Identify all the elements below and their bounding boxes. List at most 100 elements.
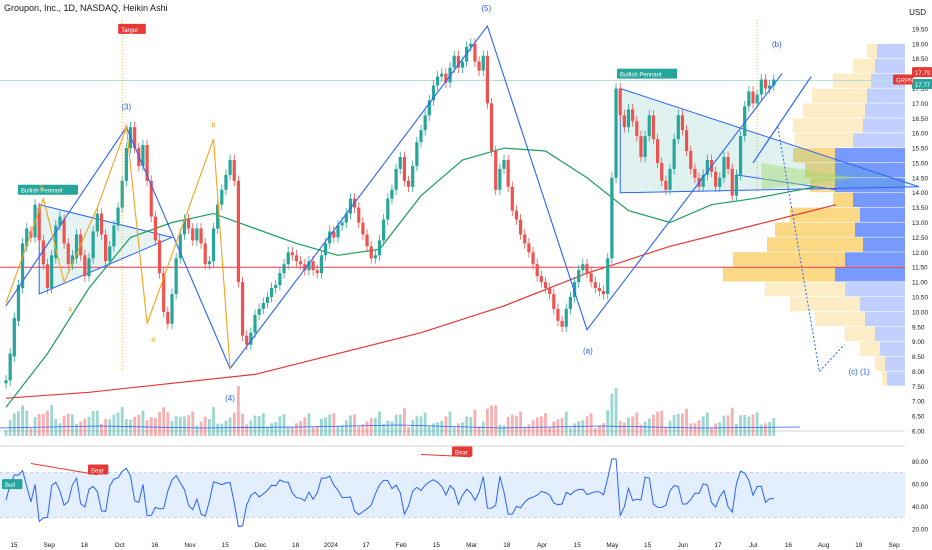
volume-bar <box>307 413 311 436</box>
volume-bar <box>747 416 751 436</box>
volume-bar <box>328 414 332 436</box>
time-tick: Apr <box>537 542 548 549</box>
volume-bar <box>282 414 286 436</box>
vp-value-area-down <box>855 222 905 237</box>
volume-bar <box>178 416 182 436</box>
volume-bar <box>224 420 228 436</box>
volume-bar <box>564 411 568 436</box>
price-tick: 18.50 <box>912 56 928 63</box>
volume-bar <box>668 420 672 436</box>
volume-bar <box>407 427 410 436</box>
candle-body <box>8 353 12 381</box>
volume-bar <box>299 421 303 436</box>
vp-row-down <box>880 341 905 356</box>
candle-body <box>377 240 382 256</box>
candle-body <box>618 88 622 116</box>
volume-bar <box>593 428 597 436</box>
volume-bar <box>527 424 531 436</box>
candle-body <box>539 276 543 283</box>
candle-body <box>726 157 730 169</box>
volume-bar <box>62 415 66 436</box>
volume-bar <box>726 415 730 436</box>
time-tick: 15 <box>222 542 230 549</box>
candle-body <box>747 91 751 107</box>
wave-label-b: (b) <box>772 40 782 49</box>
vp-value-area-up <box>733 252 845 267</box>
volume-bar <box>631 416 635 436</box>
candle-body <box>124 148 128 181</box>
elliott-waves <box>5 20 845 372</box>
candle-body <box>523 234 527 244</box>
time-tick: 15 <box>10 542 18 549</box>
candle-body <box>556 308 560 321</box>
rsi-bull-label: Bull <box>5 483 15 489</box>
vp-row-up <box>882 371 887 386</box>
volume-bar <box>183 416 186 436</box>
vp-value-area-up <box>775 222 855 237</box>
prev-price-label: 17.77 <box>915 83 931 89</box>
candle-body <box>543 282 548 289</box>
volume-bar <box>112 414 116 436</box>
rsi-tick: 80.00 <box>912 459 928 466</box>
wave-projection-up <box>819 344 845 372</box>
volume-bar <box>332 413 336 436</box>
candle-body <box>41 240 45 265</box>
volume-bar <box>598 426 601 436</box>
price-tick: 15.50 <box>912 146 928 153</box>
candle-body <box>336 225 340 238</box>
volume-bar <box>552 421 556 436</box>
price-levels <box>0 79 905 447</box>
candle-body <box>411 165 415 187</box>
candle-body <box>153 216 157 241</box>
candle-body <box>581 264 585 271</box>
candle-body <box>170 294 174 324</box>
candle-body <box>394 168 398 190</box>
candle-body <box>265 296 270 303</box>
volume-bar <box>710 427 713 436</box>
candle-body <box>257 308 261 315</box>
volume-bar <box>286 427 290 436</box>
time-tick: 15 <box>574 542 582 549</box>
candle-body <box>402 157 406 181</box>
volume-bar <box>71 414 74 436</box>
candle-body <box>187 219 191 229</box>
candle-body <box>323 243 328 256</box>
price-tick: 19.50 <box>912 26 928 33</box>
wave-label-c1: (c) (1) <box>848 367 870 376</box>
wave-label-a: (a) <box>583 347 593 356</box>
candle-body <box>718 177 722 187</box>
volume-bar <box>257 416 261 436</box>
candle-body <box>16 285 21 321</box>
price-tick: 14.50 <box>912 175 928 182</box>
volume-bar <box>46 410 49 436</box>
candle-body <box>344 213 348 223</box>
volume-bar <box>17 411 20 436</box>
volume-bar <box>141 410 145 436</box>
volume-bar <box>116 412 120 436</box>
vp-row-down <box>865 103 905 118</box>
vp-value-area-up <box>790 207 860 222</box>
candle-body <box>585 264 589 274</box>
volume-bar <box>253 415 257 436</box>
candle-body <box>182 219 187 235</box>
wave-label-3: (3) <box>121 102 131 111</box>
volume-bar <box>295 423 298 436</box>
candle-body <box>589 273 593 283</box>
volume-bar <box>432 423 435 436</box>
volume-bar <box>58 423 62 436</box>
volume-bar <box>456 423 460 436</box>
volume-bar <box>469 417 473 436</box>
candle-body <box>50 255 54 289</box>
volume-bar <box>535 417 539 436</box>
volume-bar <box>137 414 141 436</box>
candle-body <box>714 171 718 187</box>
time-tick: 18 <box>81 542 89 549</box>
candle-body <box>294 255 299 262</box>
time-tick: Dec <box>255 542 267 549</box>
volume-bar <box>473 409 477 436</box>
volume-bar <box>365 421 369 436</box>
volume-bar <box>685 408 688 436</box>
vp-row-up <box>803 103 865 118</box>
volume-bar <box>481 421 485 436</box>
